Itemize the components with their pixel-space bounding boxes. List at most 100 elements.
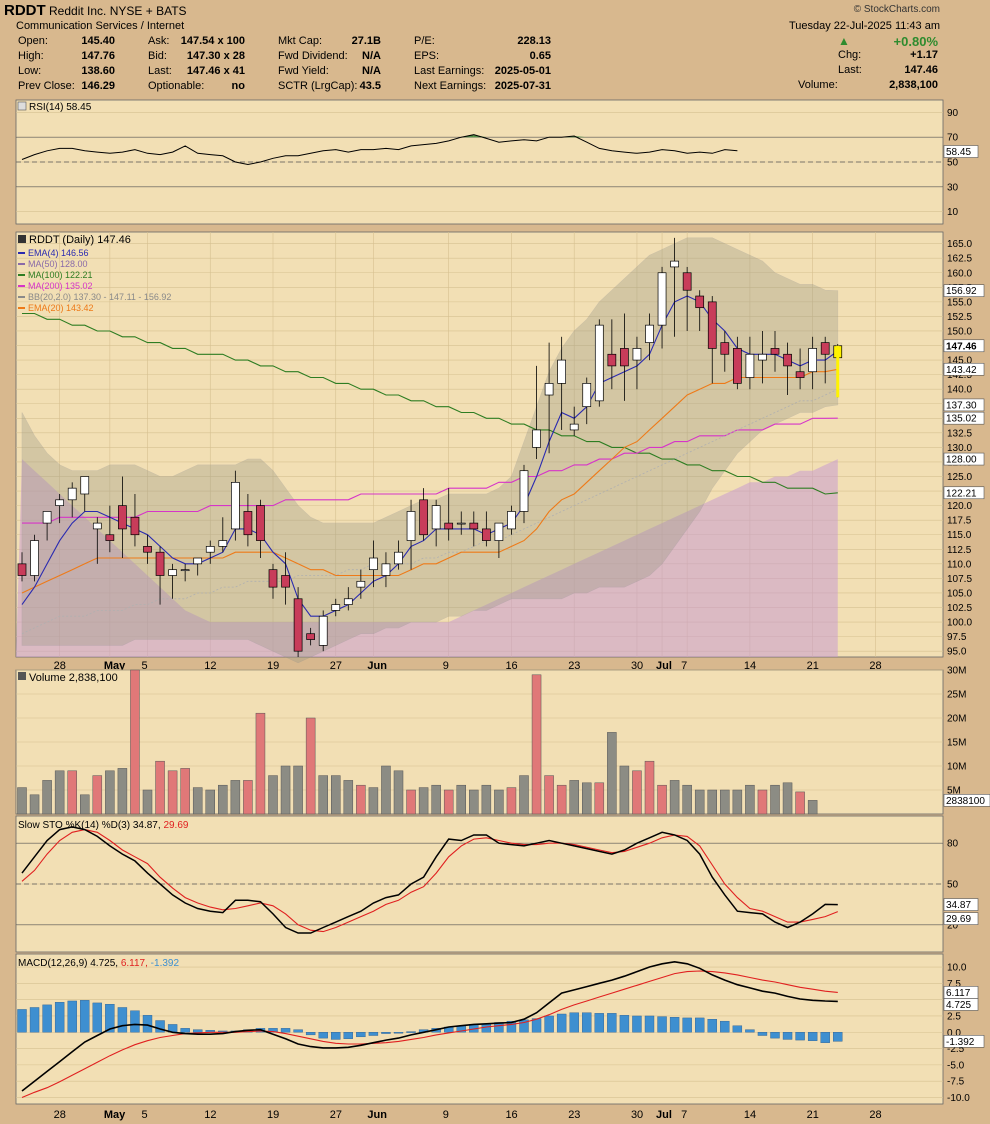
chg-value: +1.17 bbox=[910, 49, 938, 61]
macd-tick-label: 0.0 bbox=[947, 1028, 961, 1039]
candle bbox=[293, 598, 303, 652]
volume-bar bbox=[167, 770, 178, 815]
candle bbox=[306, 633, 315, 640]
quote-value: 43.5 bbox=[359, 80, 381, 92]
macd-tick-label: 10.0 bbox=[947, 963, 967, 974]
candle bbox=[494, 522, 504, 541]
macd-hist-bar bbox=[356, 1032, 366, 1038]
x-axis-label: 28 bbox=[54, 1109, 66, 1121]
chg-label: Chg: bbox=[838, 49, 862, 61]
x-axis-label: May bbox=[104, 660, 126, 672]
legend-ema4: EMA(4) 146.56 bbox=[28, 248, 89, 258]
brand-link[interactable]: © StockCharts.com bbox=[853, 4, 940, 15]
macd-hist-bar bbox=[117, 1007, 128, 1033]
quote-label: Fwd Dividend: bbox=[278, 50, 348, 62]
candle bbox=[632, 348, 642, 361]
quote-label: Ask: bbox=[148, 35, 170, 47]
candle bbox=[645, 324, 654, 343]
price-tick-label: 115.0 bbox=[947, 530, 972, 541]
rsi-legend-icon bbox=[17, 101, 27, 111]
price-tick-label: 100.0 bbox=[947, 618, 972, 629]
price-title: RDDT (Daily) 147.46 bbox=[29, 234, 131, 246]
price-tick-label: 117.5 bbox=[947, 516, 972, 527]
candle bbox=[557, 359, 567, 384]
macd-hist-bar bbox=[268, 1028, 278, 1033]
quote-value: 2025-07-31 bbox=[494, 80, 551, 92]
x-axis-label: 14 bbox=[744, 660, 756, 672]
volume-bar bbox=[519, 775, 529, 815]
macd-hist-bar bbox=[569, 1012, 579, 1033]
candle bbox=[431, 505, 441, 530]
candle bbox=[105, 534, 115, 541]
volume-bar bbox=[456, 784, 466, 815]
volume-label: Volume: bbox=[798, 79, 838, 91]
volume-bar bbox=[443, 789, 454, 815]
volume-bar bbox=[305, 717, 316, 815]
quote-value: 147.54 x 100 bbox=[180, 35, 245, 47]
price-tick-label: 145.0 bbox=[947, 356, 972, 367]
volume-legend-icon bbox=[18, 672, 26, 680]
price-value-tag: 143.42 bbox=[946, 365, 977, 376]
macd-hist-bar bbox=[720, 1020, 730, 1033]
stoch-tick-label: 20 bbox=[947, 920, 959, 931]
price-tick-label: 102.5 bbox=[947, 603, 972, 614]
price-tick-label: 110.0 bbox=[947, 559, 972, 570]
volume-bar bbox=[632, 770, 642, 815]
candle bbox=[80, 476, 90, 495]
candle bbox=[482, 528, 491, 541]
volume-bar bbox=[130, 669, 140, 815]
stoch-d-value: 29.69 bbox=[946, 914, 971, 925]
candle bbox=[118, 505, 127, 530]
volume-bar bbox=[732, 789, 743, 815]
volume-bar bbox=[218, 784, 228, 815]
macd-hist-bar bbox=[142, 1015, 153, 1033]
quote-value: 147.30 x 28 bbox=[186, 50, 245, 62]
macd-hist-bar bbox=[506, 1020, 517, 1033]
datetime: Tuesday 22-Jul-2025 11:43 am bbox=[788, 20, 940, 32]
stoch-k-line bbox=[21, 826, 838, 934]
volume-bar bbox=[393, 770, 404, 815]
stoch-k-value-box bbox=[943, 898, 979, 911]
candle bbox=[607, 353, 617, 367]
volume-bar bbox=[644, 760, 655, 815]
x-axis-label: 7 bbox=[681, 660, 687, 672]
candle bbox=[745, 353, 755, 378]
quote-value: 147.76 bbox=[81, 50, 115, 62]
quote-label: Open: bbox=[18, 35, 48, 47]
candle bbox=[243, 511, 253, 536]
volume-bar bbox=[745, 784, 755, 815]
macd-hist-bar bbox=[582, 1012, 592, 1033]
price-value-tag: 137.30 bbox=[946, 400, 977, 411]
x-axis-label: 5 bbox=[142, 1109, 148, 1121]
macd-hist-bar bbox=[619, 1015, 630, 1033]
volume-bar bbox=[368, 787, 379, 815]
macd-hist-bar bbox=[782, 1032, 793, 1040]
quote-label: Low: bbox=[18, 65, 42, 77]
volume-bar bbox=[318, 775, 328, 815]
stoch-legend-d: 29.69 bbox=[163, 820, 188, 831]
quote-header: RDDT Reddit Inc. NYSE + BATS © StockChar… bbox=[0, 0, 990, 92]
stoch-tick-label: 80 bbox=[947, 839, 959, 850]
macd-hist-bar bbox=[406, 1031, 416, 1033]
candle bbox=[218, 540, 228, 547]
ma-shaded-area bbox=[16, 459, 838, 657]
volume-tick-label: 10M bbox=[947, 762, 966, 773]
price-tick-label: 130.0 bbox=[947, 443, 972, 454]
candle bbox=[318, 615, 328, 646]
price-value-tag-box bbox=[943, 398, 985, 412]
x-axis-label: 16 bbox=[505, 660, 517, 672]
quote-value: 147.46 x 41 bbox=[186, 65, 245, 77]
candle bbox=[808, 348, 818, 373]
macd-hist-bar bbox=[368, 1032, 379, 1036]
x-axis-label: 30 bbox=[631, 1109, 643, 1121]
quote-value: 2025-05-01 bbox=[494, 65, 551, 77]
volume-bar bbox=[782, 782, 793, 815]
macd-hist-bar bbox=[807, 1032, 818, 1041]
quote-label: Last Earnings: bbox=[414, 65, 485, 77]
rsi-last-value-box bbox=[943, 145, 979, 158]
macd-value: 4.725 bbox=[946, 1000, 971, 1011]
candle bbox=[544, 383, 554, 396]
volume-bar bbox=[682, 784, 692, 815]
volume-bar bbox=[694, 789, 705, 815]
